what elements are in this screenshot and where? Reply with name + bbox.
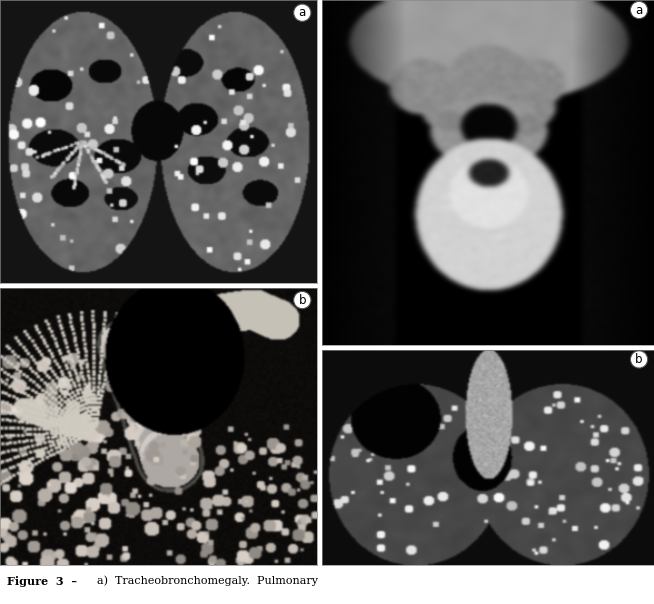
Text: Figure  3  –: Figure 3 –	[7, 576, 77, 586]
Text: a: a	[636, 4, 643, 16]
Text: a: a	[299, 6, 306, 19]
Text: b: b	[635, 353, 643, 366]
Text: b: b	[298, 294, 306, 307]
Text: a)  Tracheobronchomegaly.  Pulmonary: a) Tracheobronchomegaly. Pulmonary	[90, 576, 318, 586]
